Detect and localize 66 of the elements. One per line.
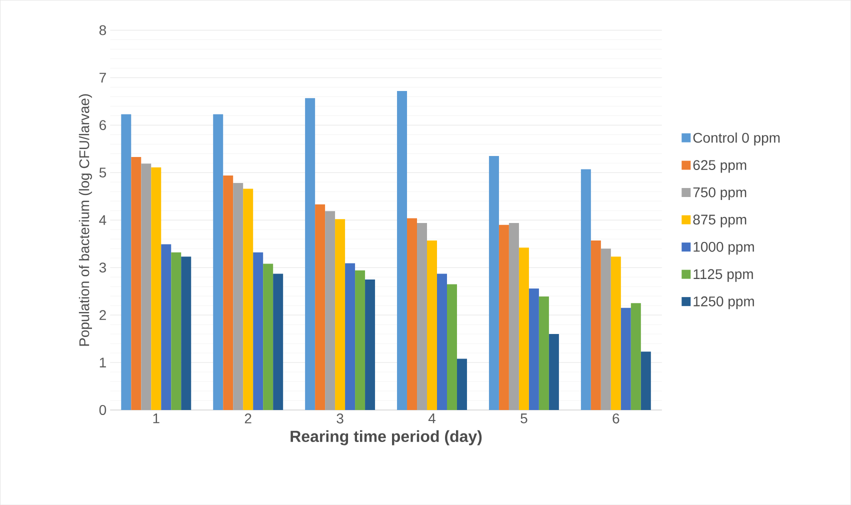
y-tick-label: 1 [100, 358, 106, 368]
bar [538, 296, 549, 410]
bar [131, 156, 142, 410]
bar [528, 288, 539, 410]
x-tick-label: 4 [428, 413, 436, 424]
y-tick-label: 2 [100, 310, 106, 320]
legend-label: 1125 ppm [694, 269, 753, 282]
bar [141, 164, 152, 410]
y-tick-label: 8 [99, 25, 106, 36]
bar [325, 210, 336, 410]
legend-label: 625 ppm [693, 160, 746, 173]
bar [223, 175, 234, 410]
bar [345, 263, 356, 410]
legend-label: 750 ppm [693, 187, 746, 200]
bar [548, 334, 559, 410]
bar [181, 256, 192, 410]
bar [437, 274, 447, 410]
bar [590, 240, 601, 410]
bar [151, 167, 162, 410]
y-tick-label: 7 [100, 72, 106, 82]
bar [427, 240, 437, 410]
bar [446, 284, 457, 410]
bar [610, 256, 621, 410]
bar [305, 98, 316, 410]
bar [253, 252, 264, 410]
bar [335, 219, 346, 410]
y-tick-label: 5 [99, 168, 106, 178]
bar [243, 188, 254, 410]
y-tick-label: 6 [100, 120, 106, 130]
y-axis-title: Population of bacterium (log CFU/larvae) [78, 94, 92, 346]
x-tick-label: 2 [244, 413, 252, 424]
legend-label: 1000 ppm [694, 242, 754, 254]
x-axis-title: Rearing time period (day) [290, 430, 482, 446]
y-tick-label: 3 [99, 262, 106, 272]
x-tick-label: 5 [520, 413, 528, 424]
bar [365, 279, 376, 410]
bar [355, 270, 366, 410]
bar [620, 308, 631, 410]
bar [417, 222, 428, 410]
bar [488, 156, 499, 410]
y-tick-label: 0 [99, 404, 106, 415]
x-tick-label: 3 [336, 413, 344, 424]
bar [508, 222, 519, 410]
bar [456, 358, 467, 410]
bar [600, 248, 611, 410]
bar [498, 224, 509, 410]
bar [233, 182, 244, 410]
legend-label: 875 ppm [693, 214, 746, 228]
legend-label: Control 0 ppm [693, 132, 780, 146]
x-tick-label: 6 [612, 413, 620, 424]
y-tick-label: 4 [99, 215, 106, 225]
bar [315, 204, 326, 410]
bar [518, 248, 529, 410]
bar [640, 352, 651, 410]
bar [213, 114, 224, 410]
bar [171, 252, 182, 410]
bar [580, 169, 591, 410]
bar [407, 218, 418, 410]
bar [397, 90, 408, 410]
bar [161, 244, 172, 410]
x-tick-label: 1 [153, 413, 160, 424]
legend-label: 1250 ppm [694, 296, 754, 310]
bar [263, 264, 274, 410]
bar [630, 303, 641, 410]
bar [273, 274, 284, 410]
bar [121, 114, 132, 410]
